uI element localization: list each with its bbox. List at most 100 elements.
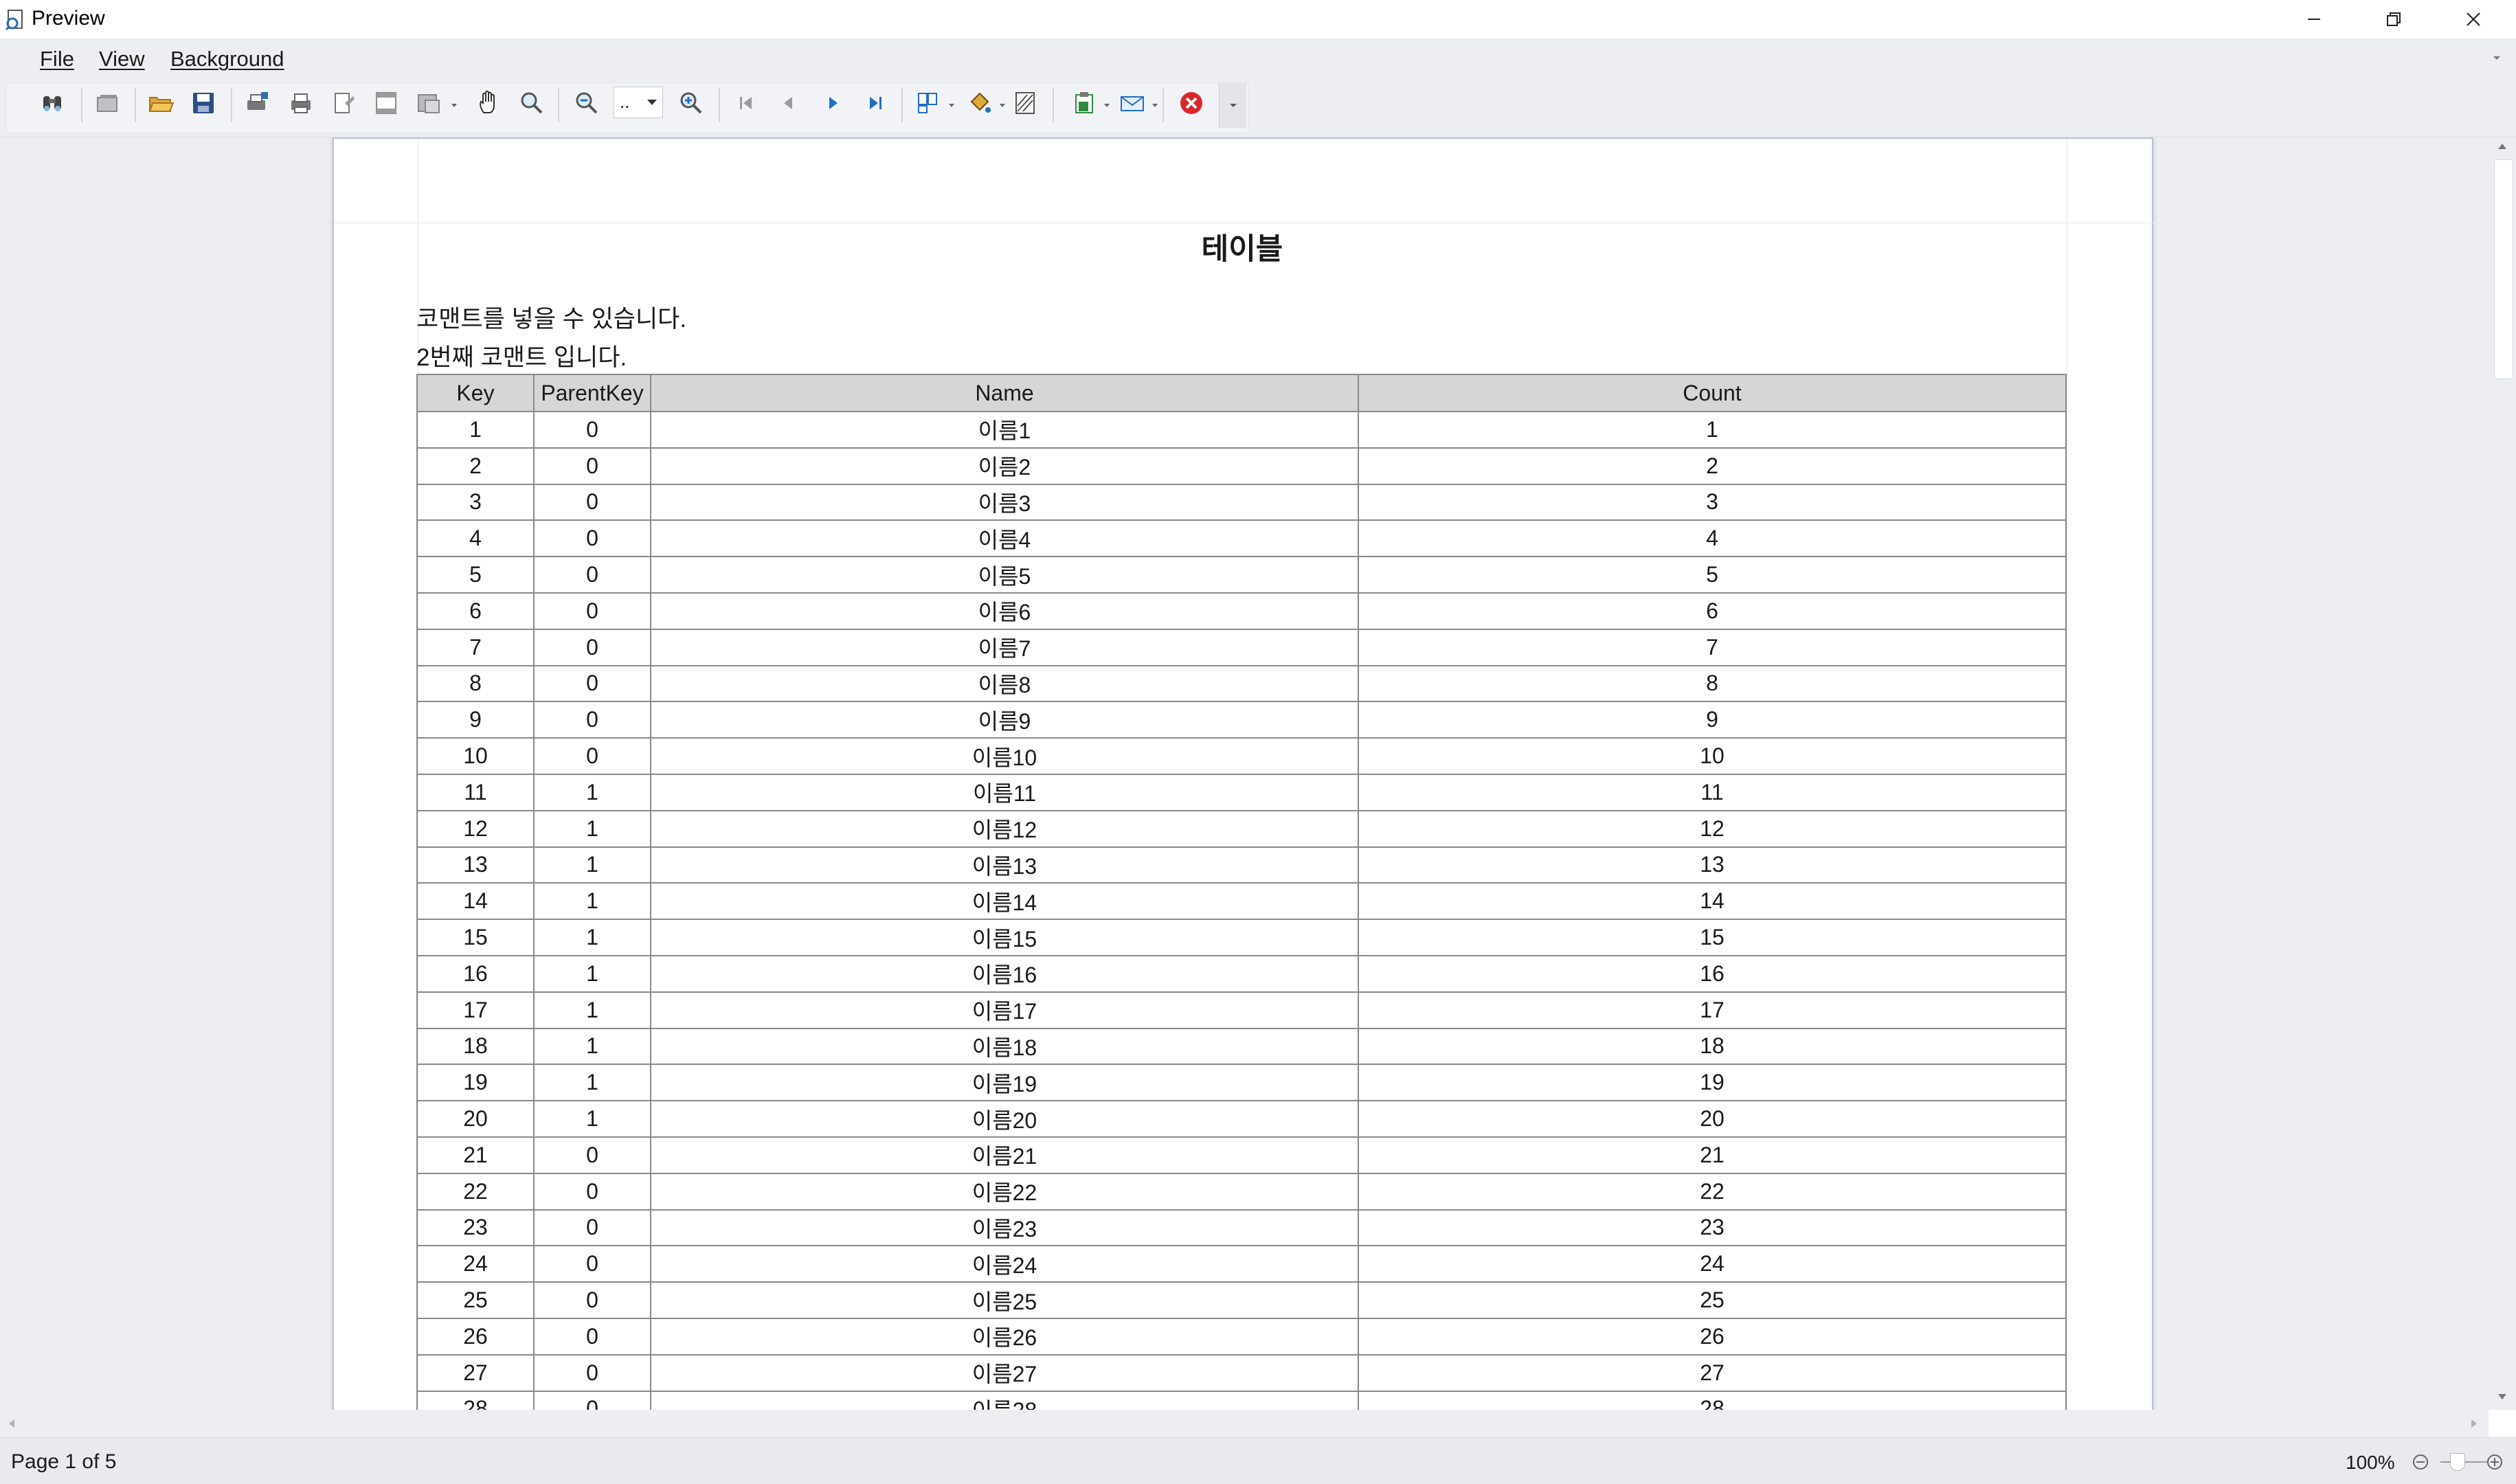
table-row: 4 0 이름4 4 — [416, 520, 2067, 558]
menu-file[interactable]: File — [40, 47, 74, 71]
open-button[interactable] — [144, 87, 177, 120]
window-title: Preview — [32, 7, 105, 30]
table-row: 6 0 이름6 6 — [416, 592, 2067, 630]
next-page-icon — [829, 97, 838, 109]
multiple-pages-dropdown-icon[interactable] — [948, 102, 955, 109]
multiple-pages-button[interactable] — [912, 87, 945, 120]
ribbon-collapse-icon[interactable] — [2490, 51, 2504, 65]
cell-count: 21 — [1358, 1136, 2067, 1174]
column-header-name: Name — [650, 374, 1359, 412]
zoom-in-button[interactable] — [675, 87, 708, 120]
page-setup-button[interactable] — [327, 87, 360, 120]
cell-parentkey: 1 — [533, 919, 651, 956]
cell-count: 16 — [1358, 955, 2067, 993]
thumbnails-button[interactable] — [91, 87, 124, 120]
cell-parentkey: 1 — [533, 1064, 651, 1102]
toolbar-separator — [901, 88, 903, 122]
email-dropdown-icon[interactable] — [1152, 102, 1158, 109]
table-row: 15 1 이름15 15 — [416, 919, 2067, 956]
last-page-button[interactable] — [859, 87, 892, 120]
cell-name: 이름12 — [650, 810, 1359, 848]
first-page-icon — [740, 97, 752, 109]
cell-count: 7 — [1358, 629, 2067, 666]
close-window-button[interactable] — [2434, 0, 2513, 38]
previous-page-button[interactable] — [772, 87, 805, 120]
zoom-in-icon — [680, 92, 702, 114]
cell-count: 12 — [1358, 810, 2067, 848]
next-page-button[interactable] — [816, 87, 849, 120]
table-row: 1 0 이름1 1 — [416, 412, 2067, 449]
table-row: 5 0 이름5 5 — [416, 556, 2067, 594]
fill-background-dropdown-icon[interactable] — [999, 102, 1006, 109]
scale-button[interactable] — [412, 87, 445, 120]
cell-parentkey: 0 — [533, 556, 651, 594]
fill-background-button[interactable] — [963, 87, 996, 120]
cell-parentkey: 1 — [533, 1028, 651, 1066]
vertical-scrollbar[interactable] — [2489, 137, 2516, 1410]
cell-key: 5 — [416, 556, 535, 594]
minimize-icon — [2308, 19, 2320, 20]
binoculars-icon — [43, 96, 61, 111]
thumbnails-icon — [97, 95, 117, 112]
zoom-minus-icon[interactable] — [2410, 1452, 2431, 1472]
cell-key: 27 — [416, 1354, 535, 1392]
header-footer-button[interactable] — [370, 87, 403, 120]
print-dialog-button[interactable] — [240, 87, 273, 120]
cell-count: 11 — [1358, 774, 2067, 811]
table-row: 14 1 이름14 14 — [416, 883, 2067, 921]
export-dropdown-icon[interactable] — [1103, 102, 1110, 109]
scroll-left-icon[interactable] — [7, 1418, 16, 1429]
save-button[interactable] — [187, 87, 220, 120]
toolbar-overflow-button[interactable] — [1219, 82, 1246, 128]
horizontal-scrollbar[interactable] — [0, 1410, 2489, 1437]
zoom-slider-thumb[interactable] — [2450, 1453, 2465, 1471]
menu-view[interactable]: View — [99, 47, 145, 71]
restore-button[interactable] — [2354, 0, 2434, 38]
cell-parentkey: 1 — [533, 1101, 651, 1138]
document-viewer[interactable]: 테이블 코맨트를 넣을 수 있습니다. 2번째 코맨트 입니다. Key Par… — [0, 137, 2489, 1410]
cell-key: 28 — [416, 1391, 535, 1410]
cell-name: 이름15 — [650, 919, 1359, 956]
cell-count: 19 — [1358, 1064, 2067, 1102]
cell-count: 14 — [1358, 883, 2067, 921]
table-row: 20 1 이름20 20 — [416, 1101, 2067, 1138]
cell-count: 25 — [1358, 1282, 2067, 1319]
first-page-button[interactable] — [730, 87, 763, 120]
cell-name: 이름14 — [650, 883, 1359, 921]
toolbar-separator — [135, 88, 136, 122]
quick-print-button[interactable] — [284, 87, 317, 120]
zoom-select[interactable]: .. — [614, 87, 663, 118]
title-bar: Preview — [0, 0, 2516, 38]
scroll-right-icon[interactable] — [2469, 1418, 2479, 1429]
cell-count: 20 — [1358, 1101, 2067, 1138]
close-preview-button[interactable] — [1175, 87, 1208, 120]
cell-key: 4 — [416, 520, 535, 558]
cell-key: 23 — [416, 1209, 535, 1247]
cell-count: 3 — [1358, 484, 2067, 521]
export-document-button[interactable] — [1068, 87, 1101, 120]
watermark-button[interactable] — [1009, 87, 1042, 120]
minimize-button[interactable] — [2274, 0, 2354, 38]
scale-dropdown-icon[interactable] — [451, 102, 458, 109]
toolbar-separator — [231, 88, 232, 122]
find-button[interactable] — [36, 87, 69, 120]
menu-background[interactable]: Background — [170, 47, 284, 71]
email-icon — [1121, 96, 1144, 111]
scroll-down-icon[interactable] — [2497, 1392, 2508, 1402]
zoom-plus-icon[interactable] — [2484, 1452, 2505, 1472]
scroll-up-icon[interactable] — [2497, 142, 2508, 151]
zoom-out-button[interactable] — [570, 87, 603, 120]
cell-key: 8 — [416, 665, 535, 703]
magnifier-button[interactable] — [515, 87, 548, 120]
cell-key: 9 — [416, 701, 535, 739]
cell-parentkey: 0 — [533, 412, 651, 449]
vertical-scroll-thumb[interactable] — [2494, 159, 2513, 379]
column-header-key: Key — [416, 374, 535, 412]
cell-name: 이름21 — [650, 1136, 1359, 1174]
table-row: 7 0 이름7 7 — [416, 629, 2067, 666]
cell-parentkey: 0 — [533, 629, 651, 666]
send-email-button[interactable] — [1116, 87, 1149, 120]
cell-count: 23 — [1358, 1209, 2067, 1247]
page-setup-icon — [335, 93, 355, 113]
hand-tool-button[interactable] — [473, 87, 506, 120]
